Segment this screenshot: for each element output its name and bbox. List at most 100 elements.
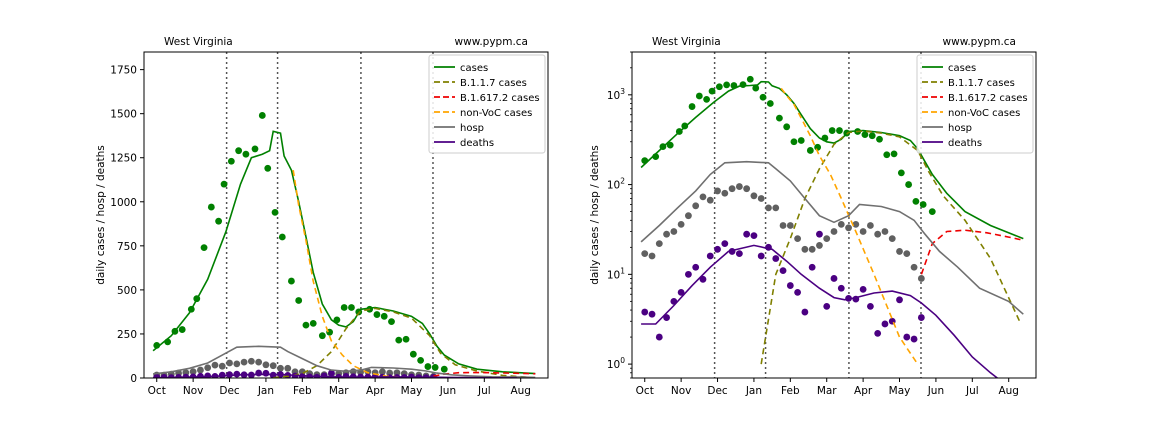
data-point (440, 365, 448, 373)
x-tick-label: Feb (293, 385, 312, 397)
data-point (752, 84, 760, 92)
data-point (794, 235, 802, 243)
data-point (750, 232, 758, 240)
log-chart: Oct Nov Dec Jan Feb Mar Apr May Jun Jul Aug 100 101 1… (589, 36, 1037, 397)
y-tick-label: 1500 (110, 109, 137, 121)
data-point (255, 358, 263, 366)
data-point (868, 132, 876, 140)
x-tick-label: May (401, 385, 423, 397)
data-point (348, 304, 355, 311)
data-point (277, 364, 284, 372)
data-point (790, 138, 798, 146)
y-axis-label: daily cases / hosp / deaths (589, 145, 601, 285)
data-point (641, 250, 649, 258)
data-point (699, 275, 707, 283)
x-tick-label: Mar (329, 385, 349, 397)
data-point (816, 230, 823, 238)
data-point (692, 263, 700, 271)
data-point (861, 131, 869, 139)
x-tick-label: Apr (854, 385, 873, 397)
data-point (708, 87, 716, 95)
y-tick-label: 101 (607, 266, 625, 281)
data-point (235, 147, 243, 155)
chart-title-right: www.pypm.ca (455, 36, 528, 48)
axes-frame (631, 51, 1037, 379)
data-point (912, 197, 920, 205)
data-point (670, 228, 678, 235)
data-point (896, 248, 903, 255)
data-point (874, 230, 882, 238)
legend: cases B.1.1.7 cases B.1.617.2 cases non-VoC… (428, 54, 546, 154)
data-point (750, 192, 758, 200)
chart-title-left: West Virginia (652, 36, 721, 48)
x-tick-label: Nov (183, 385, 204, 397)
data-point (779, 267, 787, 275)
data-point (220, 180, 228, 188)
chart-title-left: West Virginia (164, 36, 233, 48)
data-point (890, 150, 898, 158)
data-point (663, 230, 670, 238)
data-point (655, 240, 663, 248)
data-point (333, 316, 341, 324)
data-point (917, 314, 925, 321)
data-point (641, 308, 649, 316)
series-line-hosp (640, 160, 1024, 315)
y-tick-label: 250 (117, 329, 137, 341)
data-point (666, 141, 674, 149)
data-point (226, 359, 233, 367)
x-tick-label: Jul (965, 385, 979, 397)
series-line-hosp (153, 345, 536, 378)
data-point (823, 235, 831, 243)
data-point (883, 151, 891, 159)
data-point (765, 204, 772, 212)
data-point (302, 321, 310, 329)
series-line-b-1-1-7-cases (273, 307, 532, 378)
legend-label: hosp (460, 123, 484, 134)
data-point (706, 196, 714, 204)
data-point (797, 137, 805, 144)
data-point (269, 362, 277, 370)
data-point (772, 204, 780, 212)
data-point (874, 329, 882, 337)
x-tick-label: Aug (510, 385, 531, 397)
data-point (801, 245, 809, 253)
data-point (743, 185, 751, 193)
data-point (759, 93, 767, 101)
data-point (189, 368, 197, 376)
data-point (685, 270, 692, 278)
data-point (897, 169, 905, 177)
data-point (776, 114, 783, 122)
data-point (262, 361, 270, 369)
data-point (695, 92, 703, 100)
data-point (247, 357, 255, 365)
x-tick-label: Jul (477, 385, 491, 397)
data-point (431, 364, 439, 371)
y-tick-label: 100 (607, 356, 625, 371)
data-point (295, 297, 303, 304)
legend-label: deaths (460, 138, 494, 149)
y-tick-label: 103 (607, 87, 625, 102)
data-point (772, 255, 780, 262)
chart-title-right: www.pypm.ca (943, 36, 1016, 48)
data-point (888, 235, 896, 243)
legend-frame (916, 54, 1034, 154)
data-point (808, 245, 816, 253)
data-point (779, 222, 787, 229)
data-point (903, 250, 911, 258)
data-point (424, 363, 432, 370)
x-tick-label: Oct (148, 385, 166, 397)
data-point (794, 288, 802, 296)
data-point (823, 302, 831, 310)
data-point (714, 245, 721, 253)
data-point (896, 296, 903, 304)
data-point (723, 81, 731, 89)
legend-label: B.1.1.7 cases (948, 78, 1015, 89)
data-point (284, 364, 292, 372)
data-point (836, 127, 843, 134)
legend: cases B.1.1.7 cases B.1.617.2 cases non-VoC… (916, 54, 1034, 154)
data-point (703, 95, 711, 103)
data-point (928, 208, 936, 216)
y-tick-label: 1250 (110, 153, 137, 165)
linear-chart: Oct Nov Dec Jan Feb Mar Apr May Jun Jul Aug 0 250 500… (95, 36, 549, 397)
data-point (242, 150, 250, 158)
